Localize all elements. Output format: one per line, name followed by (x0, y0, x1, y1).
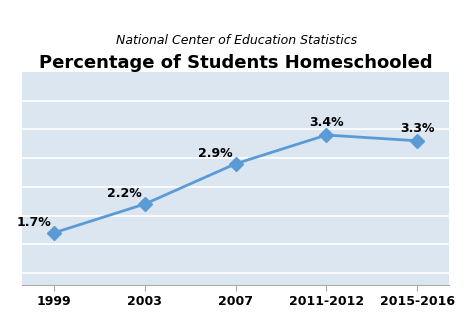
Text: 2.2%: 2.2% (108, 187, 142, 200)
Title: Percentage of Students Homeschooled: Percentage of Students Homeschooled (39, 54, 432, 72)
Text: 3.3%: 3.3% (400, 122, 434, 135)
Text: 2.9%: 2.9% (198, 147, 233, 160)
Text: 3.4%: 3.4% (309, 116, 344, 130)
Text: 1.7%: 1.7% (17, 216, 51, 229)
Text: National Center of Education Statistics: National Center of Education Statistics (117, 34, 357, 47)
